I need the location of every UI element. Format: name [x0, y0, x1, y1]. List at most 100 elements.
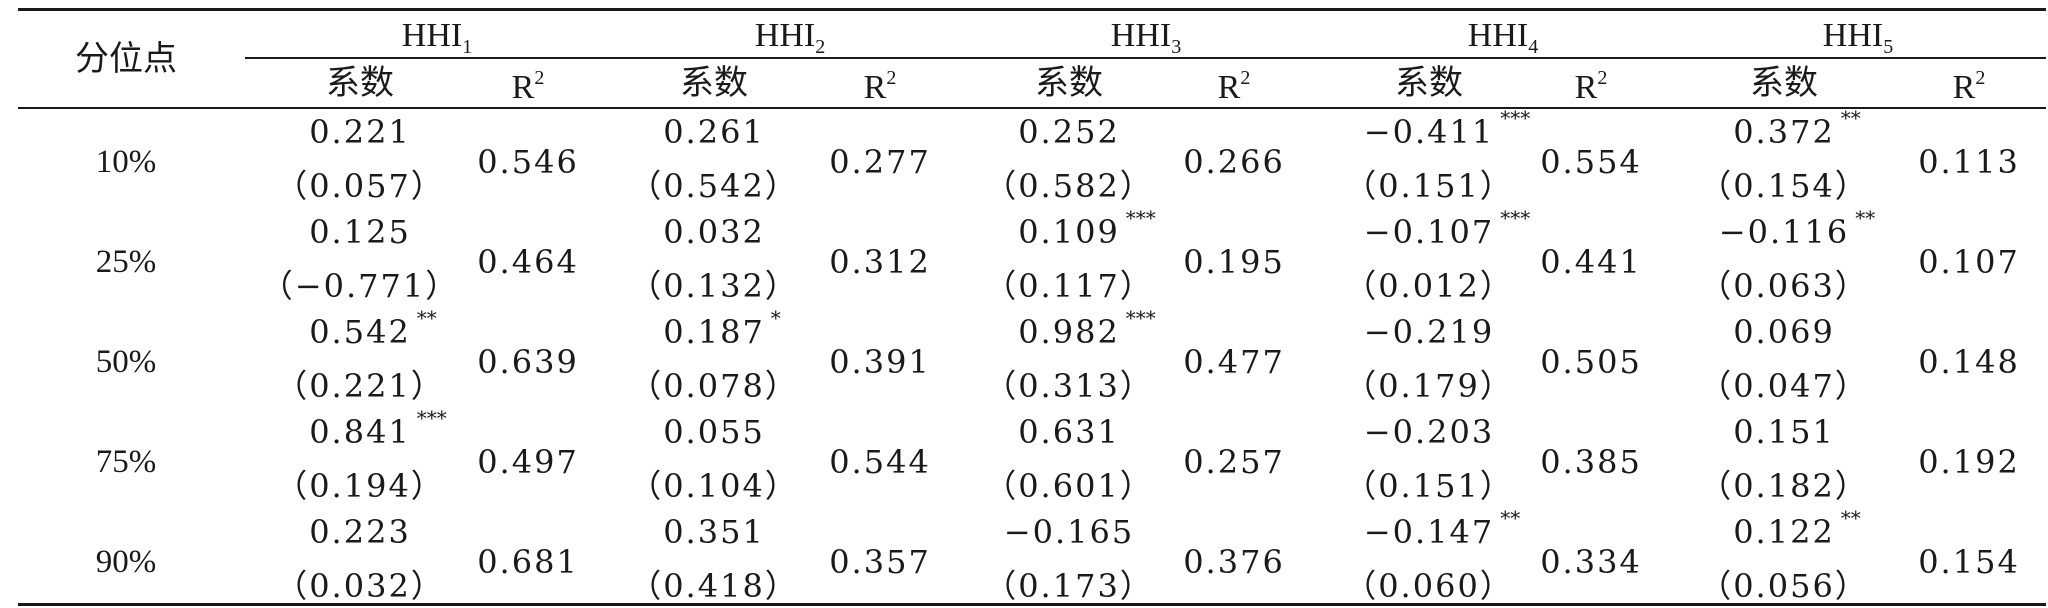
- r-squared-value: 0.266: [1183, 143, 1285, 181]
- standard-error-value: （0.182）: [1699, 467, 1869, 505]
- coefficient-value: 0.252: [1018, 113, 1120, 151]
- hhi-group-label: HHI: [754, 17, 816, 54]
- standard-error-value: （0.047）: [1699, 367, 1869, 405]
- r-squared-value: 0.107: [1918, 243, 2020, 281]
- r-squared-value: 0.385: [1540, 443, 1642, 481]
- r-squared-value: 0.357: [829, 543, 931, 581]
- hhi-group-subscript: 1: [462, 36, 473, 58]
- standard-error-value: （0.056）: [1699, 567, 1869, 605]
- quantile-label: 90%: [95, 544, 157, 580]
- significance-stars: ***: [1125, 206, 1156, 230]
- coefficient-value: −0.165: [1003, 513, 1135, 551]
- significance-stars: **: [1855, 206, 1876, 230]
- coefficient-value: 0.542: [309, 313, 411, 351]
- quantile-column-header: 分位点: [75, 41, 177, 78]
- r2-label: R: [1217, 69, 1241, 106]
- r-squared-value: 0.544: [829, 443, 931, 481]
- hhi-group-label: HHI: [1467, 17, 1529, 54]
- standard-error-value: （0.179）: [1344, 367, 1514, 405]
- hhi-group-header: HHI3: [1111, 19, 1182, 58]
- coefficient-value: 0.055: [663, 413, 765, 451]
- quantile-label: 25%: [95, 244, 157, 280]
- r-squared-value: 0.497: [477, 443, 579, 481]
- standard-error-value: （0.194）: [275, 467, 445, 505]
- r-squared-value: 0.195: [1183, 243, 1285, 281]
- significance-stars: *: [770, 306, 781, 330]
- significance-stars: ***: [416, 406, 447, 430]
- hhi-group-subscript: 4: [1528, 36, 1539, 58]
- r2-label: R: [511, 69, 535, 106]
- quantile-label: 75%: [95, 444, 157, 480]
- coefficient-value: −0.147: [1363, 513, 1495, 551]
- coefficient-value: 0.125: [309, 213, 411, 251]
- coefficient-value: −0.411: [1363, 113, 1495, 151]
- r2-superscript: 2: [1975, 67, 1986, 89]
- coef-column-header: 系数: [1035, 65, 1103, 102]
- r-squared-value: 0.681: [477, 543, 579, 581]
- hhi-group-subscript: 5: [1883, 36, 1894, 58]
- coef-column-header: 系数: [326, 65, 394, 102]
- standard-error-value: （0.012）: [1344, 267, 1514, 305]
- significance-stars: **: [1500, 506, 1521, 530]
- header-bottom-rule: [18, 107, 2046, 109]
- r2-superscript: 2: [886, 67, 897, 89]
- significance-stars: ***: [1500, 106, 1531, 130]
- coef-column-header: 系数: [1395, 65, 1463, 102]
- r-squared-value: 0.639: [477, 343, 579, 381]
- bottom-rule: [18, 603, 2046, 606]
- standard-error-value: （0.542）: [629, 167, 799, 205]
- hhi-group-header: HHI1: [402, 19, 473, 58]
- r2-column-header: R2: [1218, 68, 1251, 105]
- standard-error-value: （0.063）: [1699, 267, 1869, 305]
- coefficient-value: 0.351: [663, 513, 765, 551]
- coefficient-value: 0.069: [1733, 313, 1835, 351]
- standard-error-value: （0.032）: [275, 567, 445, 605]
- standard-error-value: （0.057）: [275, 167, 445, 205]
- standard-error-value: （0.418）: [629, 567, 799, 605]
- hhi-group-header: HHI2: [754, 17, 826, 58]
- r2-column-header: R2: [512, 68, 545, 105]
- r-squared-value: 0.113: [1918, 143, 2020, 181]
- group-header-rule: [245, 57, 2046, 59]
- standard-error-value: （0.117）: [984, 267, 1154, 305]
- hhi-group-subscript: 2: [815, 36, 826, 58]
- standard-error-value: （0.078）: [629, 367, 799, 405]
- r2-superscript: 2: [1597, 67, 1608, 89]
- standard-error-value: （0.221）: [275, 367, 445, 405]
- coef-column-header: 系数: [680, 65, 748, 102]
- r2-label: R: [1574, 69, 1598, 106]
- coefficient-value: 0.122: [1733, 513, 1835, 551]
- top-rule: [18, 8, 2046, 11]
- r2-column-header: R2: [1575, 68, 1608, 105]
- standard-error-value: （0.151）: [1344, 167, 1514, 205]
- coefficient-value: 0.032: [663, 213, 765, 251]
- significance-stars: **: [416, 306, 437, 330]
- coef-column-header: 系数: [1750, 65, 1818, 102]
- standard-error-value: （0.154）: [1699, 167, 1869, 205]
- standard-error-value: （0.104）: [629, 467, 799, 505]
- significance-stars: **: [1840, 106, 1861, 130]
- coefficient-value: −0.107: [1363, 213, 1495, 251]
- r-squared-value: 0.391: [829, 343, 931, 381]
- hhi-group-label: HHI: [1822, 17, 1884, 54]
- coefficient-value: 0.223: [309, 513, 411, 551]
- r2-label: R: [1952, 69, 1976, 106]
- r2-superscript: 2: [1240, 67, 1251, 89]
- r-squared-value: 0.477: [1183, 343, 1285, 381]
- coefficient-value: −0.219: [1363, 313, 1495, 351]
- standard-error-value: （0.582）: [984, 167, 1154, 205]
- r-squared-value: 0.154: [1918, 543, 2020, 581]
- hhi-group-subscript: 3: [1171, 36, 1182, 58]
- standard-error-value: （0.060）: [1344, 567, 1514, 605]
- coefficient-value: 0.187: [663, 313, 765, 351]
- r2-column-header: R2: [864, 68, 897, 105]
- r2-column-header: R2: [1953, 68, 1986, 105]
- coefficient-value: 0.372: [1733, 113, 1835, 151]
- r-squared-value: 0.505: [1540, 343, 1642, 381]
- r-squared-value: 0.554: [1540, 143, 1642, 181]
- r-squared-value: 0.546: [477, 143, 579, 181]
- standard-error-value: （0.313）: [984, 367, 1154, 405]
- coefficient-value: −0.116: [1718, 213, 1850, 251]
- r-squared-value: 0.376: [1183, 543, 1285, 581]
- r-squared-value: 0.192: [1918, 443, 2020, 481]
